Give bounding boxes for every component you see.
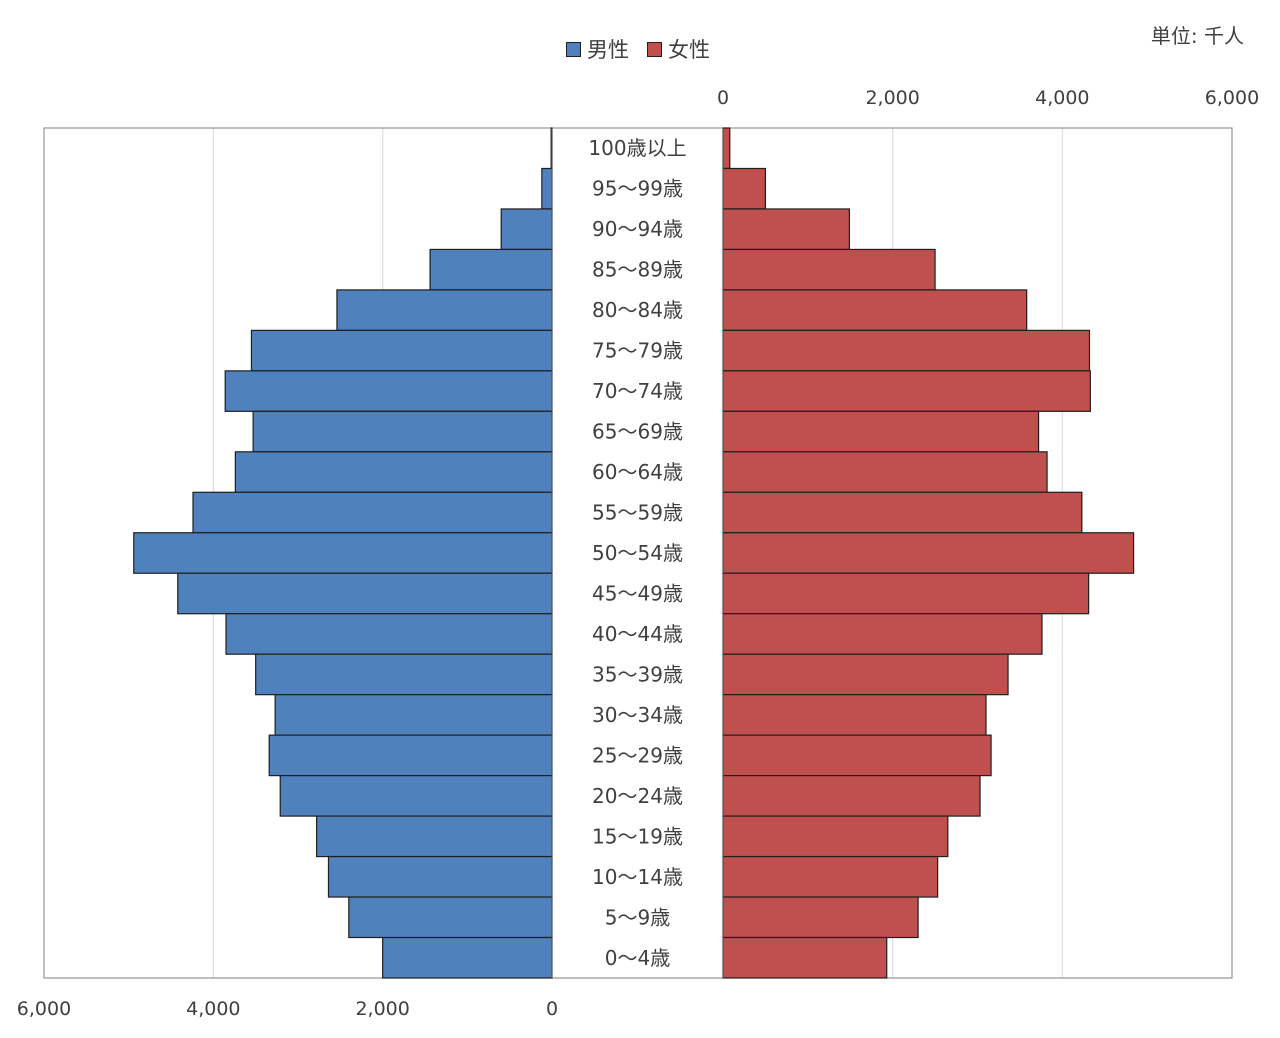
category-label-5: 75〜79歳 — [592, 339, 683, 363]
bar-female-0 — [722, 127, 731, 170]
bar-female-3 — [722, 248, 936, 291]
bar-male-8 — [234, 451, 553, 493]
bar-female-2 — [722, 208, 851, 251]
bar-female-15 — [722, 734, 992, 777]
plot-frame — [43, 127, 1233, 979]
bar-male-14 — [274, 694, 553, 736]
bar-female-17 — [722, 815, 949, 858]
category-label-3: 85〜89歳 — [592, 258, 683, 282]
category-label-18: 10〜14歳 — [592, 865, 683, 889]
bar-male-17 — [316, 815, 553, 858]
bar-male-6 — [224, 370, 553, 412]
female-axis-tick-3: 6,000 — [1205, 87, 1259, 109]
bar-female-13 — [722, 653, 1009, 696]
category-label-20: 0〜4歳 — [605, 946, 670, 970]
bar-male-20 — [382, 936, 553, 979]
category-label-15: 25〜29歳 — [592, 743, 683, 767]
category-label-7: 65〜69歳 — [592, 420, 683, 444]
legend-label-female: 女性 — [668, 38, 710, 62]
category-label-12: 40〜44歳 — [592, 622, 683, 646]
bar-female-5 — [722, 329, 1091, 372]
category-label-11: 45〜49歳 — [592, 581, 683, 605]
female-axis-tick-2: 4,000 — [1035, 87, 1089, 109]
bar-female-6 — [722, 370, 1091, 412]
category-label-19: 5〜9歳 — [605, 905, 670, 929]
category-label-13: 35〜39歳 — [592, 662, 683, 686]
category-label-2: 90〜94歳 — [592, 217, 683, 241]
bar-male-12 — [225, 613, 553, 655]
category-label-6: 70〜74歳 — [592, 379, 683, 403]
legend-item-male: 男性 — [566, 34, 629, 64]
male-axis-tick-3: 0 — [546, 998, 558, 1020]
bar-male-9 — [192, 491, 553, 534]
bar-female-19 — [722, 896, 919, 939]
bar-female-7 — [722, 410, 1040, 453]
legend-swatch-male — [566, 41, 581, 57]
category-label-17: 15〜19歳 — [592, 824, 683, 848]
bar-female-1 — [722, 167, 767, 210]
bar-female-11 — [722, 572, 1090, 615]
female-axis-tick-1: 2,000 — [865, 87, 919, 109]
legend-item-female: 女性 — [647, 34, 710, 64]
male-axis-tick-0: 6,000 — [17, 998, 71, 1020]
male-axis-tick-2: 2,000 — [355, 998, 409, 1020]
female-axis-tick-0: 0 — [717, 87, 729, 109]
bar-female-18 — [722, 855, 939, 898]
bar-female-20 — [722, 936, 888, 979]
bar-male-11 — [177, 572, 553, 615]
category-label-1: 95〜99歳 — [592, 177, 683, 201]
bar-female-14 — [722, 694, 987, 736]
bar-male-13 — [255, 653, 553, 696]
category-label-0: 100歳以上 — [588, 136, 686, 160]
bar-female-12 — [722, 613, 1043, 655]
bar-male-2 — [500, 208, 553, 251]
category-label-10: 50〜54歳 — [592, 541, 683, 565]
category-label-14: 30〜34歳 — [592, 703, 683, 727]
bar-male-3 — [429, 248, 553, 291]
legend-label-male: 男性 — [587, 38, 629, 62]
category-label-8: 60〜64歳 — [592, 460, 683, 484]
bar-female-10 — [722, 532, 1135, 574]
bar-male-4 — [336, 289, 553, 331]
bar-male-5 — [250, 329, 553, 372]
bar-female-16 — [722, 775, 981, 817]
bar-male-16 — [279, 775, 553, 817]
bar-male-18 — [327, 855, 553, 898]
bar-male-19 — [348, 896, 553, 939]
unit-label: 単位: 千人 — [1150, 24, 1244, 48]
bar-male-15 — [268, 734, 553, 777]
bar-female-9 — [722, 491, 1083, 534]
bar-male-7 — [252, 410, 553, 453]
bar-male-1 — [541, 167, 553, 210]
legend: 男性 女性 — [566, 34, 710, 64]
legend-swatch-female — [647, 41, 662, 57]
bar-female-4 — [722, 289, 1028, 331]
bar-male-10 — [133, 532, 553, 574]
bar-female-8 — [722, 451, 1048, 493]
category-label-9: 55〜59歳 — [592, 501, 683, 525]
category-label-4: 80〜84歳 — [592, 298, 683, 322]
category-label-16: 20〜24歳 — [592, 784, 683, 808]
male-axis-tick-1: 4,000 — [186, 998, 240, 1020]
